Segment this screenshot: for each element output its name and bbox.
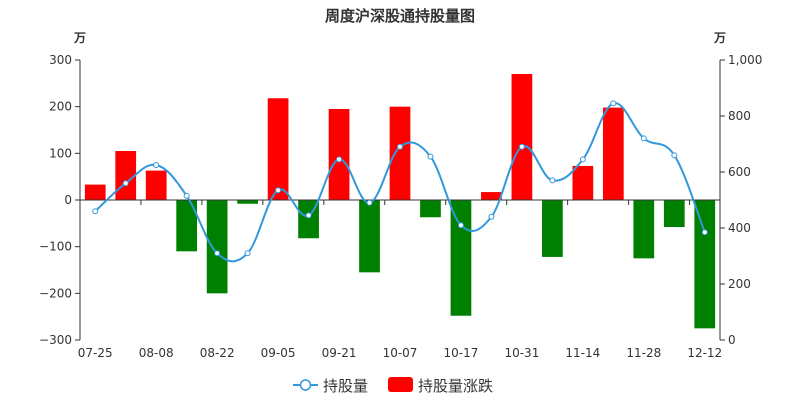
right-axis: 0 200 400 600 800 1,000 (719, 53, 762, 347)
bar-10-10 (420, 200, 441, 218)
bar-09-05 (267, 98, 289, 200)
legend-label-holdings: 持股量 (323, 377, 368, 395)
line-point-08-22 (214, 250, 221, 257)
x-axis-tick-label: 11-14 (565, 346, 600, 360)
right-axis-tick-label: 600 (728, 165, 751, 179)
line-point-08-08 (153, 162, 160, 168)
left-axis-tick-label: −100 (39, 240, 72, 254)
legend-line-marker-icon (299, 379, 312, 391)
line-point-08-29 (244, 250, 251, 257)
bar-10-24 (481, 192, 502, 200)
line-point-12-05 (671, 152, 678, 159)
left-axis-unit: 万 (73, 31, 86, 45)
right-axis-tick-label: 800 (728, 109, 751, 123)
legend-item-holdings-change[interactable]: 持股量涨跌 (388, 377, 493, 395)
line-point-10-24 (488, 213, 495, 220)
bar-08-22 (206, 200, 228, 294)
bar-11-28 (633, 200, 655, 259)
line-point-09-21 (336, 156, 343, 163)
line-point-09-05 (275, 187, 282, 194)
bar-12-05 (663, 200, 685, 228)
left-axis: −300 −200 −100 0 100 200 300 (39, 53, 81, 347)
left-axis-tick-label: −300 (39, 333, 72, 347)
line-point-11-07 (549, 177, 556, 184)
x-axis-tick-label: 08-22 (200, 346, 235, 360)
x-axis-tick-label: 09-21 (322, 346, 357, 360)
bar-11-07 (542, 200, 563, 257)
legend-bar-swatch (388, 377, 413, 392)
line-point-08-15 (183, 192, 190, 199)
x-axis-tick-label: 12-12 (687, 346, 722, 360)
line-point-10-17 (457, 222, 464, 229)
x-axis-tick-label: 10-31 (504, 346, 539, 360)
line-point-10-10 (427, 153, 434, 160)
left-axis-tick-label: 300 (49, 53, 72, 67)
line-point-11-21 (610, 100, 617, 107)
x-axis-tick-label: 07-25 (78, 346, 113, 360)
left-axis-tick-label: 100 (49, 146, 72, 160)
right-axis-tick-label: 0 (728, 333, 736, 347)
x-axis-tick-label: 09-05 (261, 346, 296, 360)
left-axis-tick-label: 0 (64, 193, 72, 207)
bar-08-08 (145, 170, 167, 200)
bar-08-29 (237, 200, 258, 204)
bar-08-15 (176, 200, 198, 252)
x-axis: 07-25 08-08 08-22 09-05 09-21 10-07 10-17 10-31… (78, 199, 722, 360)
left-axis-tick-label: 200 (49, 100, 72, 114)
line-point-09-12 (305, 212, 312, 219)
line-point-12-12 (701, 229, 708, 236)
chart-title: 周度沪深股通持股量图 (325, 7, 475, 25)
line-point-07-25 (92, 208, 99, 215)
x-axis-tick-label: 11-28 (626, 346, 661, 360)
bar-series-group (84, 74, 716, 329)
line-point-11-14 (579, 156, 586, 163)
bar-12-12 (694, 200, 716, 329)
legend-item-holdings[interactable]: 持股量 (293, 377, 368, 395)
right-axis-tick-label: 1,000 (728, 53, 762, 67)
line-point-09-26 (366, 199, 373, 206)
bar-11-21 (602, 107, 624, 200)
bar-10-17 (450, 200, 472, 316)
legend-label-holdings-change: 持股量涨跌 (418, 377, 493, 395)
bar-09-21 (328, 109, 350, 200)
right-axis-tick-label: 200 (728, 277, 751, 291)
line-point-10-07 (397, 143, 403, 150)
line-point-10-31 (518, 143, 525, 150)
x-axis-tick-label: 08-08 (139, 346, 174, 360)
bar-09-26 (359, 200, 380, 273)
bar-08-01 (115, 151, 137, 200)
bar-10-31 (511, 74, 533, 200)
line-point-11-28 (640, 135, 647, 142)
bar-11-14 (572, 165, 594, 200)
bar-07-25 (84, 184, 106, 200)
right-axis-unit: 万 (713, 31, 726, 45)
x-axis-tick-label: 10-17 (444, 346, 479, 360)
left-axis-tick-label: −200 (39, 286, 72, 300)
bar-10-07 (389, 106, 411, 200)
legend: 持股量 持股量涨跌 (293, 377, 493, 395)
x-axis-tick-label: 10-07 (383, 346, 418, 360)
line-series-group (92, 100, 708, 263)
right-axis-tick-label: 400 (728, 221, 751, 235)
line-point-08-01 (122, 180, 129, 187)
